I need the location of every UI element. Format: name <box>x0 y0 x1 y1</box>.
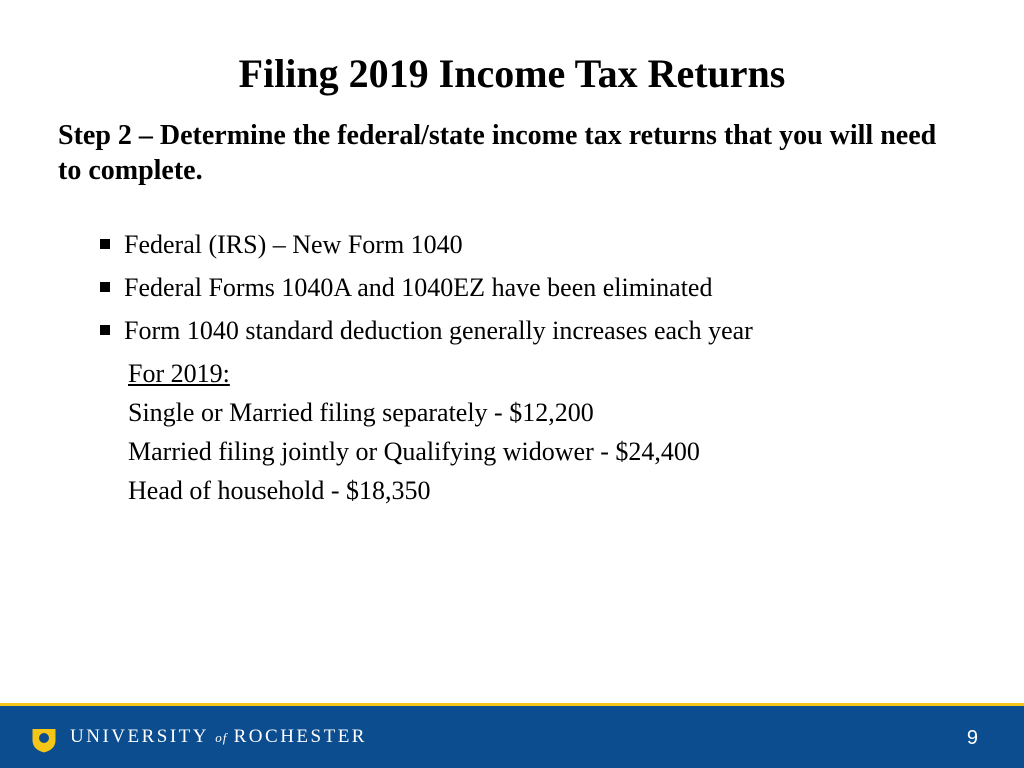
brand-logo: UNIVERSITY of ROCHESTER <box>30 720 367 754</box>
bullet-icon <box>100 325 110 335</box>
slide-body: Federal (IRS) – New Form 1040 Federal Fo… <box>100 225 964 510</box>
bullet-item: Federal Forms 1040A and 1040EZ have been… <box>100 268 964 307</box>
brand-left: UNIVERSITY <box>70 726 209 747</box>
bullet-icon <box>100 239 110 249</box>
bullet-item: Form 1040 standard deduction generally i… <box>100 311 964 350</box>
brand-text: UNIVERSITY of ROCHESTER <box>70 726 367 748</box>
footer-bar: UNIVERSITY of ROCHESTER 9 <box>0 706 1024 768</box>
slide: Filing 2019 Income Tax Returns Step 2 – … <box>0 0 1024 768</box>
bullet-text: Form 1040 standard deduction generally i… <box>124 311 753 350</box>
sub-line: Head of household - $18,350 <box>128 471 964 510</box>
brand-right: ROCHESTER <box>234 726 367 747</box>
slide-subtitle: Step 2 – Determine the federal/state inc… <box>58 118 966 188</box>
bullet-text: Federal Forms 1040A and 1040EZ have been… <box>124 268 712 307</box>
bullet-item: Federal (IRS) – New Form 1040 <box>100 225 964 264</box>
sub-line: Married filing jointly or Qualifying wid… <box>128 432 964 471</box>
sub-block: For 2019: Single or Married filing separ… <box>128 354 964 510</box>
sub-header: For 2019: <box>128 354 964 393</box>
sub-line: Single or Married filing separately - $1… <box>128 393 964 432</box>
slide-title: Filing 2019 Income Tax Returns <box>0 50 1024 97</box>
shield-icon <box>30 720 58 754</box>
bullet-text: Federal (IRS) – New Form 1040 <box>124 225 463 264</box>
page-number: 9 <box>967 727 978 750</box>
bullet-icon <box>100 282 110 292</box>
brand-of: of <box>209 730 234 745</box>
